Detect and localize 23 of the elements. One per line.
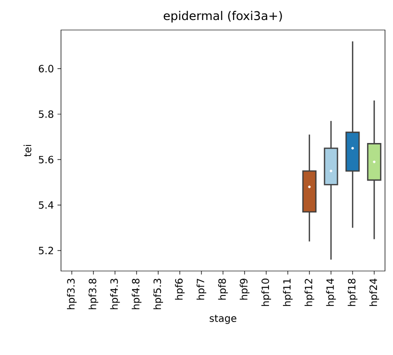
chart-title: epidermal (foxi3a+)	[164, 10, 282, 22]
x-tick-label: hpf7	[196, 278, 206, 300]
x-tick-label: hpf8	[218, 278, 228, 300]
x-tick-label: hpf3.8	[88, 278, 98, 310]
x-tick-label: hpf12	[304, 279, 314, 306]
x-tick-label: hpf9	[240, 278, 250, 300]
x-tick-label: hpf10	[261, 278, 272, 306]
x-tick-label: hpf14	[326, 278, 336, 306]
y-tick-label: 5.6	[38, 156, 54, 164]
x-tick-label: hpf24	[369, 278, 380, 306]
y-tick-label: 5.2	[38, 246, 53, 254]
y-tick-label: 6.0	[38, 64, 54, 72]
x-tick-label: hpf4.3	[110, 278, 120, 310]
y-axis-title: tei	[24, 145, 32, 157]
x-tick-label: hpf3.3	[66, 278, 77, 310]
y-tick-label: 5.4	[38, 201, 54, 209]
x-tick-label: hpf11	[282, 278, 293, 306]
x-axis-title: stage	[210, 314, 236, 324]
x-tick-label: hpf4.8	[132, 278, 142, 310]
x-tick-label: hpf6	[174, 278, 185, 300]
x-tick-label: hpf5.3	[153, 278, 164, 310]
x-tick-label: hpf18	[348, 278, 358, 306]
y-tick-label: 5.8	[38, 110, 54, 118]
